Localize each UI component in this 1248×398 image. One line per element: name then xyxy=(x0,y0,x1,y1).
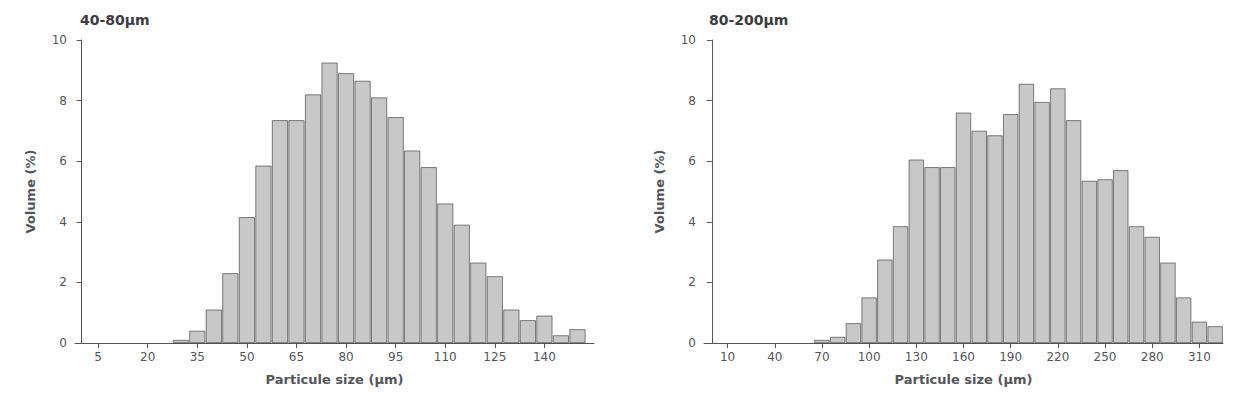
svg-text:125: 125 xyxy=(483,350,506,364)
svg-text:Particule size (μm): Particule size (μm) xyxy=(895,372,1033,387)
svg-text:250: 250 xyxy=(1094,350,1117,364)
svg-text:6: 6 xyxy=(59,154,67,168)
svg-text:110: 110 xyxy=(434,350,457,364)
svg-text:0: 0 xyxy=(59,336,67,350)
svg-text:80-200μm: 80-200μm xyxy=(709,12,788,28)
svg-text:10: 10 xyxy=(681,33,696,47)
svg-text:140: 140 xyxy=(533,350,556,364)
svg-text:4: 4 xyxy=(59,215,67,229)
svg-text:2: 2 xyxy=(59,275,67,289)
svg-text:10: 10 xyxy=(720,350,735,364)
svg-text:70: 70 xyxy=(814,350,829,364)
svg-text:130: 130 xyxy=(905,350,928,364)
svg-text:190: 190 xyxy=(999,350,1022,364)
svg-text:0: 0 xyxy=(688,336,696,350)
svg-text:160: 160 xyxy=(952,350,975,364)
svg-text:100: 100 xyxy=(858,350,881,364)
svg-text:310: 310 xyxy=(1188,350,1211,364)
svg-text:40: 40 xyxy=(767,350,782,364)
svg-text:5: 5 xyxy=(94,350,102,364)
svg-text:2: 2 xyxy=(688,275,696,289)
svg-text:20: 20 xyxy=(140,350,155,364)
svg-text:80: 80 xyxy=(338,350,353,364)
svg-text:40-80μm: 40-80μm xyxy=(80,12,150,28)
svg-text:Volume (%): Volume (%) xyxy=(652,150,667,234)
svg-text:95: 95 xyxy=(388,350,403,364)
svg-text:8: 8 xyxy=(59,94,67,108)
svg-text:4: 4 xyxy=(688,215,696,229)
svg-text:8: 8 xyxy=(688,94,696,108)
svg-text:50: 50 xyxy=(239,350,254,364)
svg-text:280: 280 xyxy=(1141,350,1164,364)
svg-text:6: 6 xyxy=(688,154,696,168)
svg-text:10: 10 xyxy=(52,33,67,47)
svg-text:Particule size (μm): Particule size (μm) xyxy=(266,372,404,387)
svg-text:35: 35 xyxy=(190,350,205,364)
svg-text:65: 65 xyxy=(289,350,304,364)
svg-text:220: 220 xyxy=(1046,350,1069,364)
svg-text:Volume (%): Volume (%) xyxy=(23,150,38,234)
